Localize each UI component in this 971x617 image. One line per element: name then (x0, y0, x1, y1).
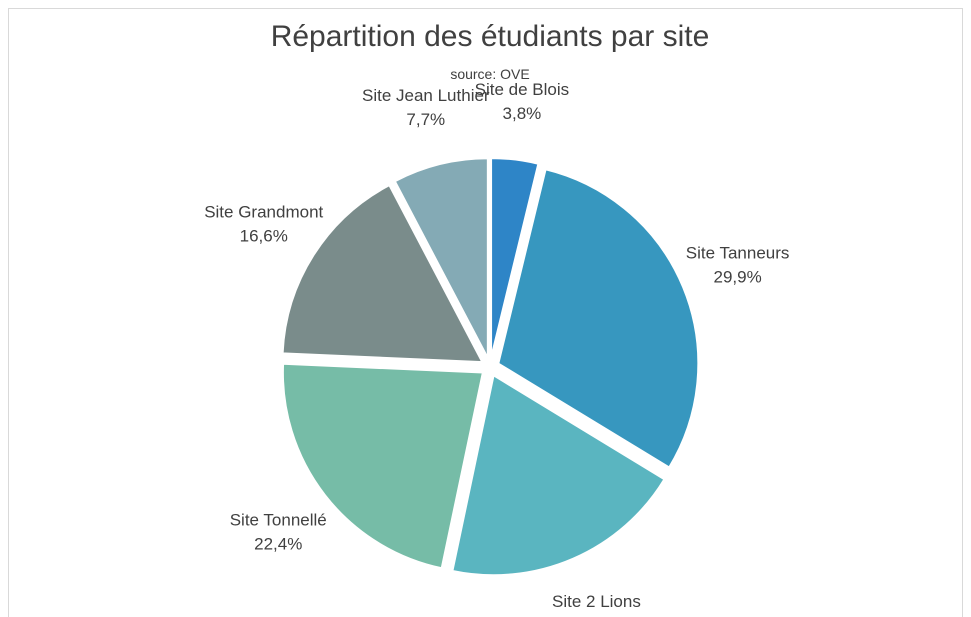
slice-value-label: 29,9% (713, 267, 761, 286)
slice-label: Site de Blois (475, 80, 570, 99)
slice-label: Site Grandmont (204, 202, 323, 221)
slice-value-label: 19,6% (572, 616, 620, 617)
pie-slice (497, 168, 700, 469)
slice-label: Site Jean Luthier (362, 86, 490, 105)
chart-frame (8, 8, 963, 617)
slice-value-label: 3,8% (503, 104, 542, 123)
pie-slice (281, 183, 485, 364)
slice-label: Site Tonnellé (230, 510, 327, 529)
slice-value-label: 16,6% (240, 226, 288, 245)
pie-slice (490, 157, 540, 359)
pie-slice (451, 373, 666, 577)
slice-label: Site 2 Lions (552, 592, 641, 611)
pie-slice (281, 362, 485, 570)
slice-value-label: 22,4% (254, 534, 302, 553)
pie-slice (393, 157, 489, 359)
chart-subtitle: source: OVE (450, 66, 529, 82)
slice-value-label: 7,7% (406, 110, 445, 129)
chart-title: Répartition des étudiants par site (271, 20, 710, 53)
slice-label: Site Tanneurs (686, 243, 790, 262)
